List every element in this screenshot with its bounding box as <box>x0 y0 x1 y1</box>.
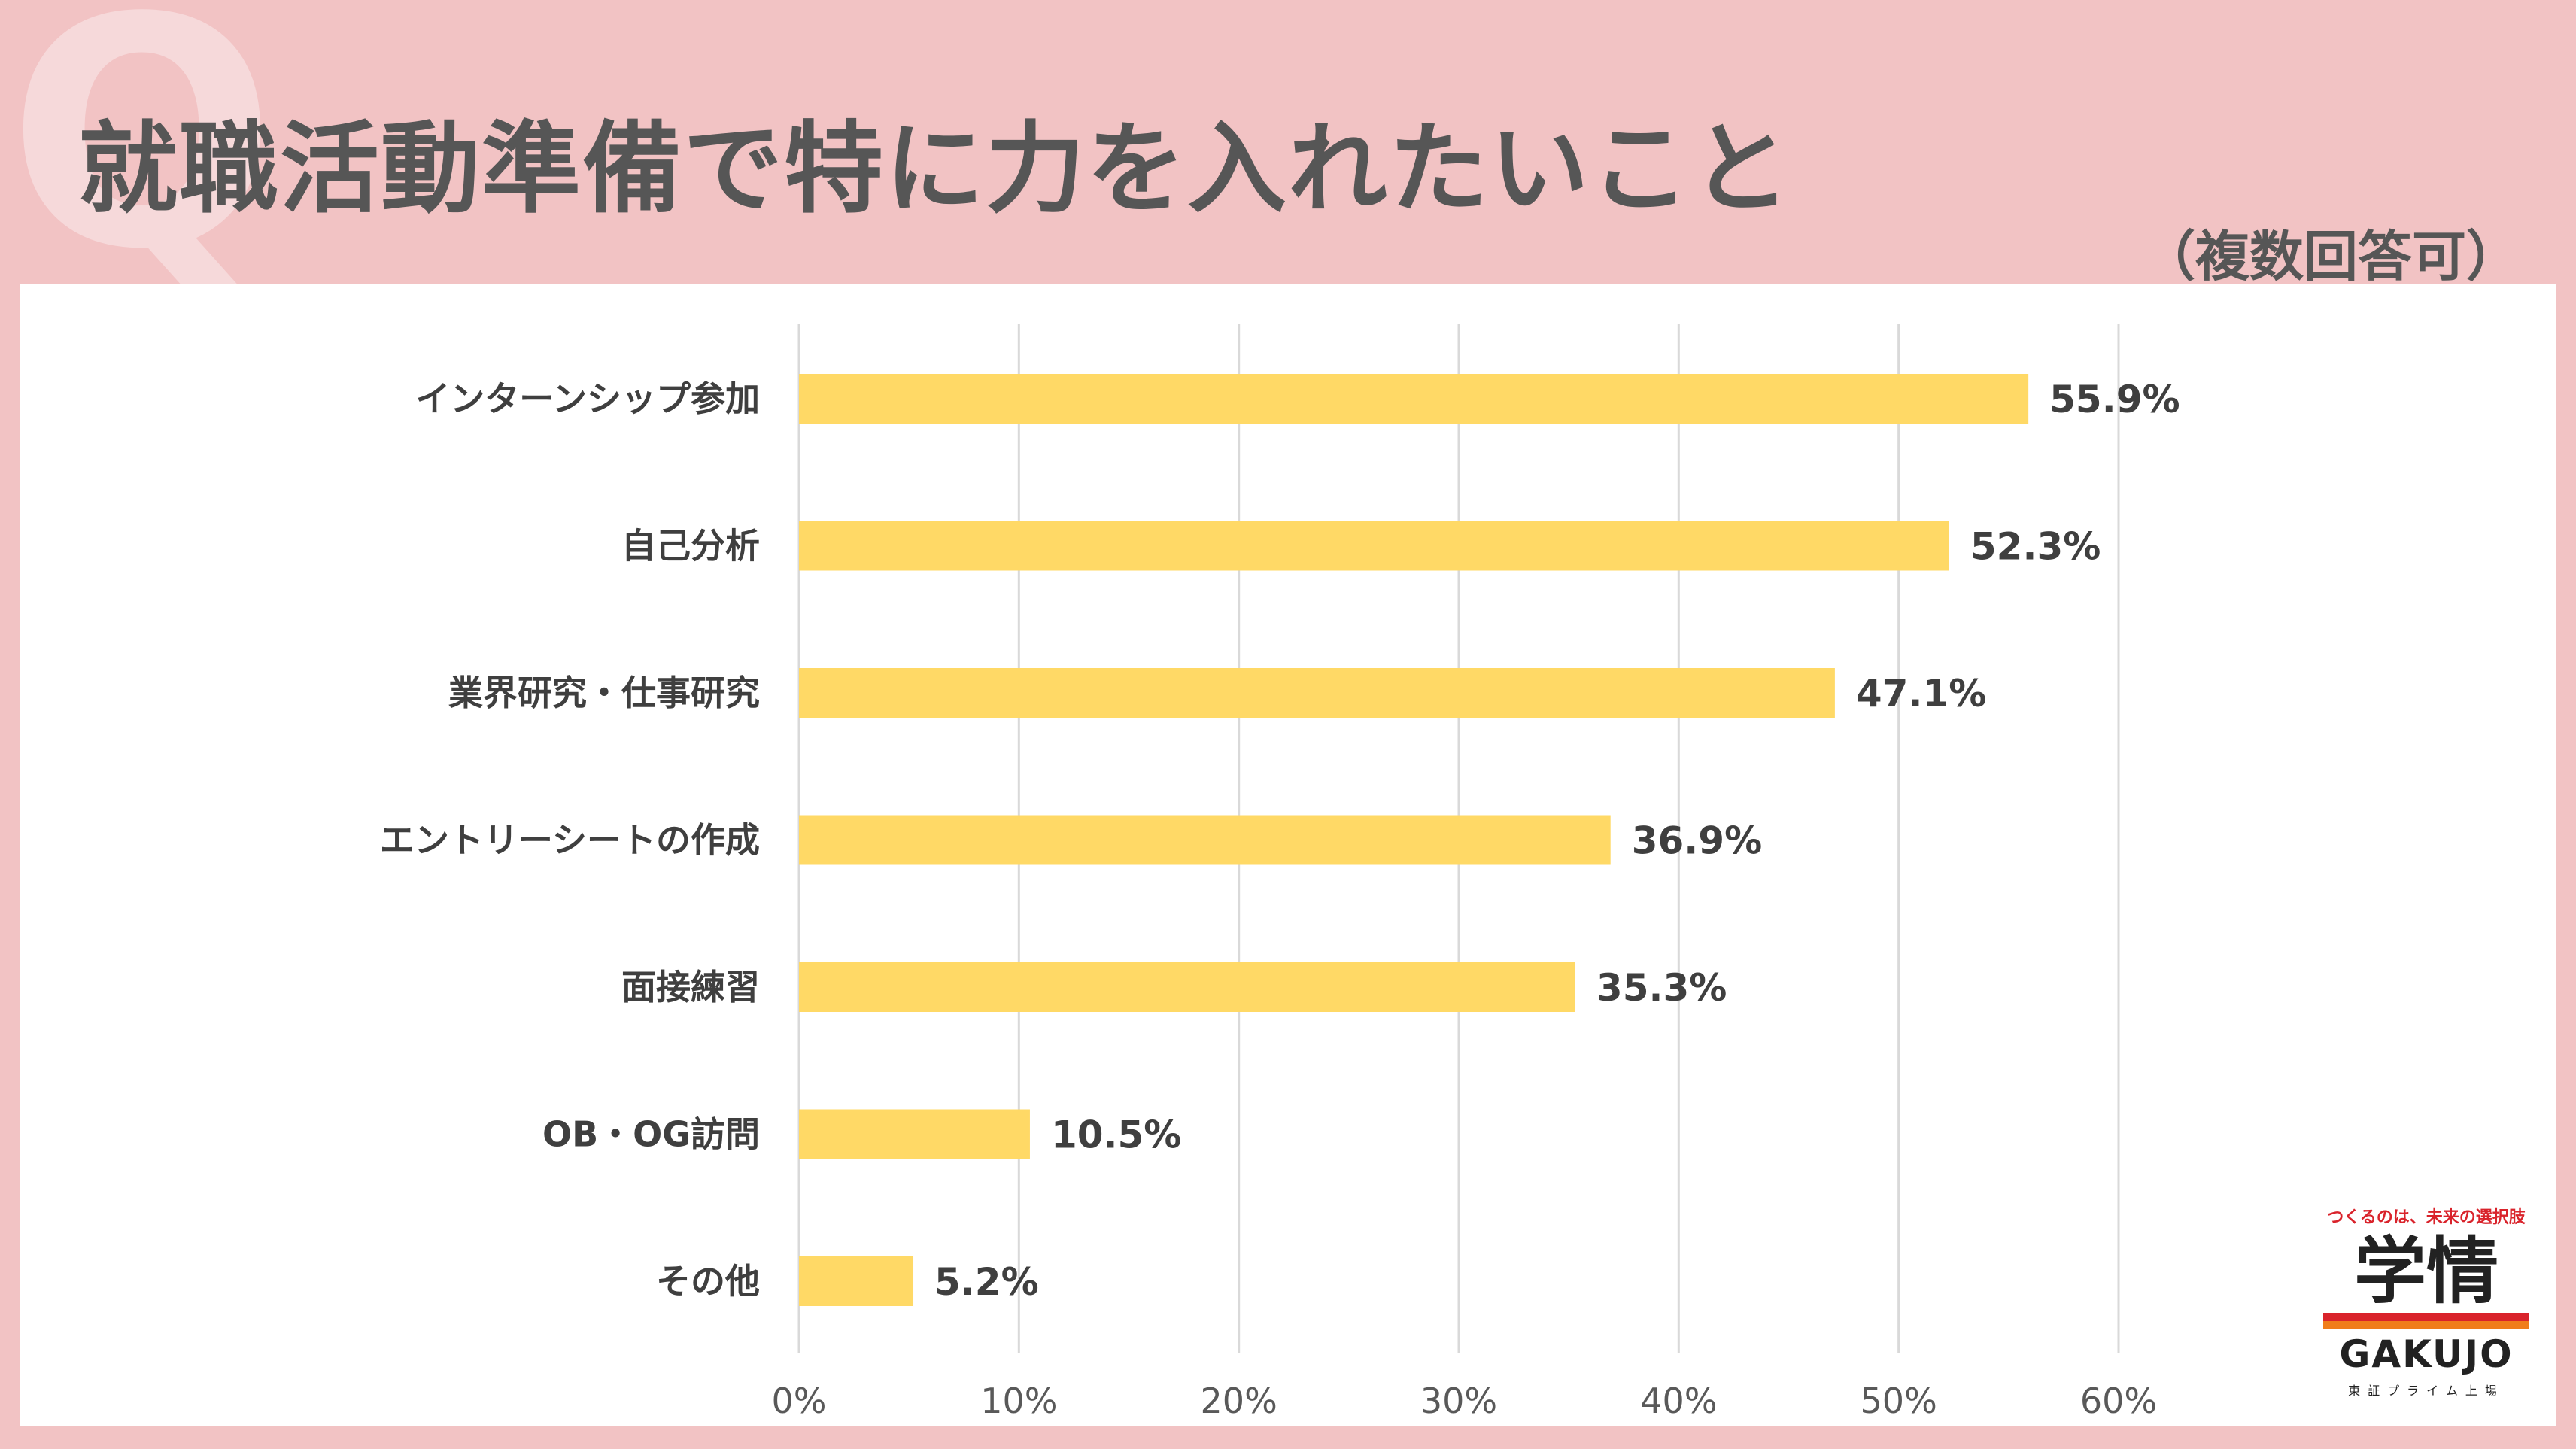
category-label: OB・OG訪問 <box>542 1114 760 1155</box>
brand-tagline: つくるのは、未来の選択肢 <box>2327 1208 2526 1227</box>
bar <box>799 962 1575 1012</box>
brand-listing: 東証プライム上場 <box>2348 1383 2505 1398</box>
data-label: 47.1% <box>1856 672 1986 715</box>
data-label: 55.9% <box>2049 378 2180 421</box>
brand-name: GAKUJO <box>2339 1332 2514 1376</box>
bar <box>799 521 1949 571</box>
x-tick-label: 0% <box>772 1381 827 1421</box>
bar <box>799 374 2029 424</box>
gakujo-logo: つくるのは、未来の選択肢 学情 GAKUJO 東証プライム上場 <box>2317 1204 2535 1399</box>
data-label: 36.9% <box>1632 819 1762 863</box>
x-tick-label: 40% <box>1640 1381 1717 1421</box>
data-label: 10.5% <box>1051 1113 1181 1157</box>
brand-kanji: 学情 <box>2354 1229 2499 1314</box>
category-label: 業界研究・仕事研究 <box>448 673 760 713</box>
bar <box>799 815 1611 865</box>
bar <box>799 1109 1030 1159</box>
data-label: 52.3% <box>1970 525 2101 569</box>
data-label: 5.2% <box>934 1260 1039 1304</box>
brand-color-bar <box>2323 1312 2529 1329</box>
x-tick-label: 30% <box>1420 1381 1497 1421</box>
category-label: 面接練習 <box>621 967 760 1007</box>
category-label: 自己分析 <box>621 526 760 567</box>
chart-panel: インターンシップ参加自己分析業界研究・仕事研究エントリーシートの作成面接練習 OB… <box>20 284 2556 1426</box>
category-label: エントリーシートの作成 <box>380 820 760 861</box>
x-tick-label: 20% <box>1201 1381 1277 1421</box>
q-watermark: Q <box>8 0 277 319</box>
bar <box>799 1256 914 1306</box>
x-tick-label: 10% <box>980 1381 1057 1421</box>
multiple-answer-note: （複数回答可） <box>2140 225 2520 288</box>
data-label: 35.3% <box>1596 966 1727 1010</box>
category-label: その他 <box>656 1261 760 1302</box>
x-tick-label: 50% <box>1861 1381 1937 1421</box>
page-title: 就職活動準備で特に力を入れたいこと <box>78 111 1792 227</box>
bar <box>799 668 1835 718</box>
category-label: インターンシップ参加 <box>415 378 760 419</box>
x-tick-label: 60% <box>2080 1381 2157 1421</box>
